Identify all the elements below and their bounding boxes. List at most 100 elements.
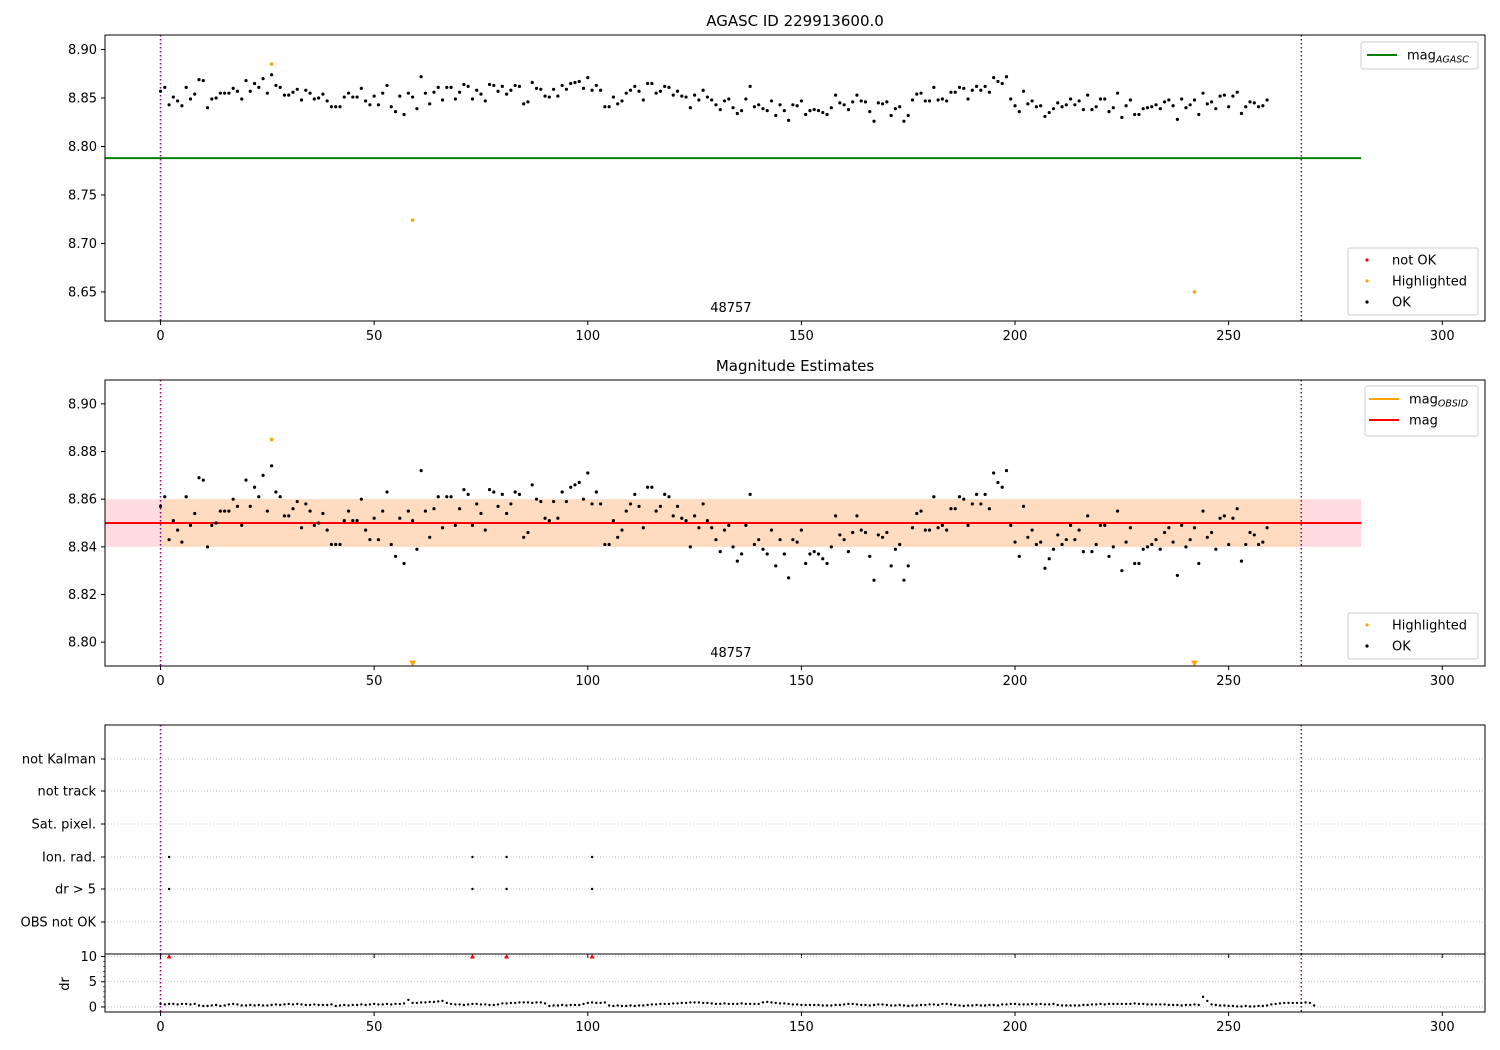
ok-point <box>1205 102 1209 106</box>
dr-point <box>1107 1002 1111 1006</box>
ok-point <box>1111 106 1115 110</box>
dr-point <box>1142 1002 1145 1006</box>
ok-point <box>979 88 983 92</box>
ok-point <box>235 504 240 508</box>
dr-point <box>313 1003 316 1006</box>
ok-point <box>940 97 944 101</box>
ok-point <box>257 495 261 499</box>
ok-point <box>603 542 607 547</box>
dr-point <box>1282 1001 1286 1005</box>
ok-point <box>752 542 757 547</box>
dr-point <box>740 1002 743 1005</box>
dr-point <box>607 1004 611 1007</box>
ok-point <box>415 547 419 551</box>
ok-point <box>1115 509 1120 513</box>
ok-point <box>235 89 240 93</box>
dr-point <box>249 1003 252 1007</box>
ok-point <box>462 82 466 87</box>
ok-point <box>440 526 445 530</box>
ok-point <box>312 523 316 527</box>
ok-point <box>372 516 376 520</box>
ok-point <box>748 84 752 88</box>
panel-quality-flags: not Kalman not track Sat. pixel. Ion. rad. d… <box>21 724 1486 958</box>
dr-point <box>736 1002 739 1006</box>
dr-point <box>907 1004 910 1008</box>
ok-point <box>1026 535 1030 539</box>
dr-point <box>1052 1002 1055 1006</box>
ok-point <box>218 509 222 513</box>
ok-point <box>910 526 915 530</box>
dr-point <box>266 1004 269 1007</box>
ok-point <box>556 516 560 520</box>
ok-point <box>479 511 483 516</box>
ok-point <box>949 90 953 94</box>
dr-point <box>1120 1002 1124 1006</box>
dr-point <box>372 1002 376 1006</box>
dr-point <box>1210 1003 1213 1006</box>
dr-point <box>1137 1002 1141 1006</box>
ok-point <box>1047 557 1051 561</box>
ok-point <box>517 84 522 88</box>
ok-point <box>603 105 607 109</box>
ok-point <box>317 521 321 525</box>
ok-point <box>449 85 453 89</box>
dr-point <box>697 1001 701 1004</box>
ok-point <box>1162 100 1167 104</box>
ok-point <box>1188 103 1192 107</box>
ok-point <box>680 94 684 98</box>
dr-point <box>1287 1001 1290 1005</box>
ok-point <box>624 91 628 95</box>
dr-point <box>274 1003 278 1006</box>
ok-point <box>252 81 257 86</box>
ok-point <box>599 88 603 92</box>
ok-point <box>812 108 816 112</box>
dr-flagged-point <box>166 954 172 959</box>
ok-point <box>547 519 551 523</box>
ok-point <box>342 519 346 523</box>
ok-point <box>1261 540 1265 544</box>
ok-point <box>1043 114 1047 119</box>
ok-point <box>492 490 496 494</box>
dr-point <box>526 1001 530 1004</box>
ok-point <box>949 507 953 511</box>
dr-point <box>603 1001 607 1004</box>
dr-point <box>513 1001 517 1005</box>
ok-point <box>180 540 184 544</box>
ok-point <box>607 542 611 547</box>
dr-point <box>296 1002 299 1006</box>
ok-point <box>423 509 428 513</box>
ok-point <box>359 497 363 501</box>
dr-point <box>364 1003 367 1007</box>
ok-point <box>722 528 727 532</box>
dr-point <box>492 1003 495 1007</box>
ok-point <box>381 91 385 95</box>
ok-point <box>372 94 376 98</box>
ok-point <box>1188 538 1192 542</box>
y-tick-label: 8.90 <box>68 43 97 58</box>
ok-point <box>846 550 851 554</box>
ok-point <box>402 112 406 117</box>
ok-point <box>885 530 889 535</box>
ok-point <box>927 99 932 103</box>
ok-point <box>757 538 761 542</box>
ok-point <box>1039 104 1043 108</box>
ok-point <box>1205 535 1209 539</box>
ok-point <box>1056 101 1060 105</box>
ok-point <box>1154 538 1158 542</box>
ok-point <box>265 509 269 513</box>
ok-point <box>449 495 453 499</box>
ok-point <box>359 86 363 90</box>
x-tick-label: 50 <box>366 674 383 689</box>
ok-point <box>859 528 863 532</box>
dr-point <box>402 1002 406 1005</box>
ok-point <box>274 83 278 88</box>
ok-point <box>368 538 372 542</box>
ok-point <box>624 509 628 513</box>
ok-point <box>278 85 282 89</box>
dr-point <box>1018 1003 1021 1006</box>
ok-point <box>1107 109 1111 114</box>
ok-point <box>957 85 962 89</box>
dr-point <box>308 1003 312 1007</box>
ok-point <box>974 492 979 496</box>
ok-point <box>1227 542 1231 547</box>
